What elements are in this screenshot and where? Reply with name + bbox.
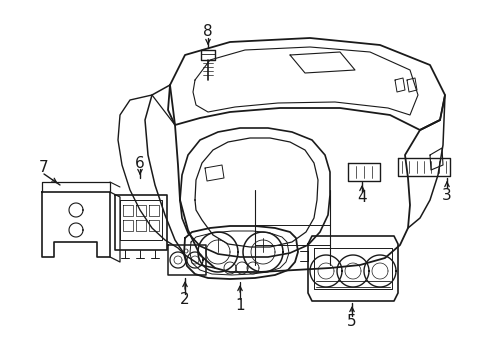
Text: 4: 4 [356, 190, 366, 206]
Text: 2: 2 [180, 292, 189, 307]
Text: 6: 6 [135, 156, 144, 171]
Text: 7: 7 [39, 161, 49, 175]
Text: 3: 3 [441, 188, 451, 202]
Text: 5: 5 [346, 315, 356, 329]
Text: 1: 1 [235, 297, 244, 312]
Text: 8: 8 [203, 24, 212, 40]
